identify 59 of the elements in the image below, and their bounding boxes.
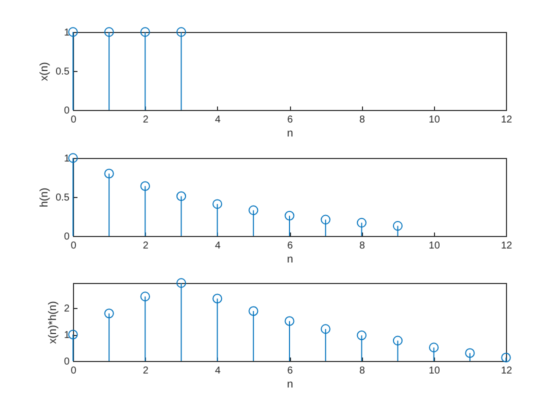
point [501,352,511,362]
y-axis-title: h(n) [38,188,51,208]
x-axis-title: n [286,128,294,140]
x-axis-title: n [286,378,294,390]
x-tick-label: 6 [287,240,294,252]
x-tick-label: 0 [70,366,77,376]
x-tick-label: 12 [500,240,512,252]
point [356,330,366,340]
point [248,306,258,316]
point [465,348,475,358]
y-axis-title: x(n)*h(n) [46,301,59,344]
y-tick-label: 2 [64,304,70,315]
x-tick-label: 8 [359,366,366,376]
y-axis-title: x(n) [38,62,51,81]
x-tick-label: 0 [70,114,77,126]
x-tick-label: 8 [359,114,366,126]
x-tick-label: 2 [142,114,149,126]
point [176,278,186,288]
point [140,181,150,191]
point [248,205,258,216]
x-tick-label: 10 [428,366,440,376]
x-tick-label: 4 [215,240,222,252]
y-tick-label: 0.5 [56,192,70,204]
y-tick-label: 1 [64,28,70,38]
y-tick-label: 1 [64,154,70,164]
y-tick-label: 0 [64,106,70,116]
x-tick-label: 2 [142,240,149,252]
point [284,210,294,221]
point [429,342,439,352]
point [392,336,403,346]
y-tick-label: 1 [64,330,70,342]
y-tick-label: 0.5 [56,66,70,78]
point [392,221,403,231]
point [320,214,330,224]
point [104,168,114,178]
point [68,153,78,163]
x-tick-label: 6 [287,114,294,126]
x-tick-label: 10 [428,114,440,126]
x-tick-label: 4 [215,366,222,376]
x-tick-label: 4 [215,114,222,126]
y-tick-label: 0 [64,232,70,242]
point [140,292,150,302]
y-tick-label: 0 [64,356,70,368]
x-axis-title: n [286,254,294,266]
x-tick-label: 12 [500,114,512,126]
point [104,308,114,318]
point [320,324,330,334]
x-tick-label: 10 [428,240,440,252]
point [356,218,366,228]
point [176,191,186,202]
point [284,316,294,326]
x-tick-label: 0 [70,240,77,252]
point [212,294,222,304]
x-tick-label: 12 [500,366,512,376]
x-tick-label: 6 [287,366,294,376]
x-tick-label: 2 [142,366,149,376]
point [212,199,222,209]
x-tick-label: 8 [359,240,366,252]
point [68,330,78,340]
